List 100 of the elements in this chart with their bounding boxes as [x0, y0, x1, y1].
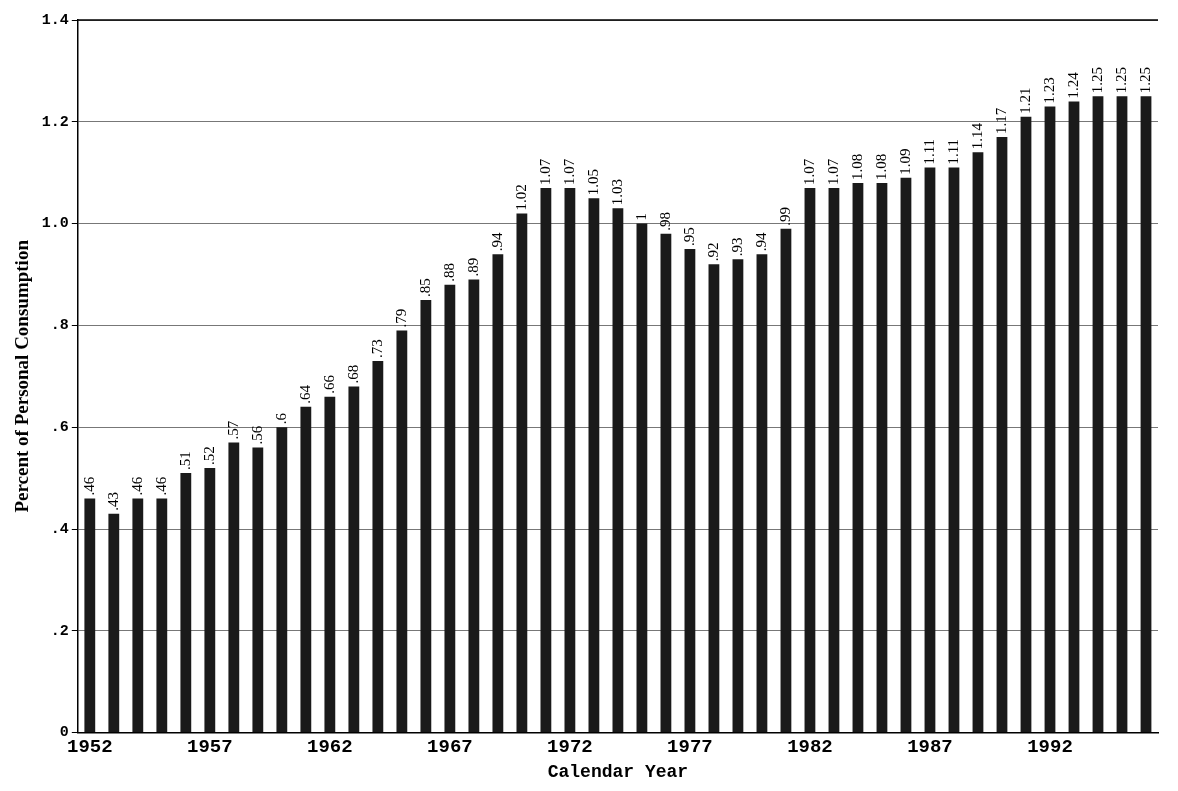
bar — [804, 187, 816, 733]
data-label: 1.05 — [584, 168, 601, 196]
data-label: .6 — [272, 412, 289, 425]
bar — [1020, 116, 1032, 733]
bar — [684, 249, 696, 733]
data-label: 1.23 — [1040, 77, 1057, 104]
bar — [756, 254, 768, 733]
bar — [444, 284, 456, 733]
data-label: .56 — [248, 425, 265, 445]
bar — [1116, 96, 1128, 733]
bar — [492, 254, 504, 733]
bar — [636, 223, 648, 733]
bar — [732, 259, 744, 733]
y-tick-label: .4 — [50, 520, 69, 538]
bar — [1140, 96, 1152, 733]
bar — [348, 386, 360, 733]
data-label: .92 — [704, 242, 721, 262]
data-label: .68 — [344, 364, 361, 384]
y-tick-label: 1.0 — [41, 215, 69, 233]
bar — [300, 406, 312, 733]
y-axis-title: Percent of Personal Consumption — [11, 239, 33, 513]
bar — [588, 198, 600, 733]
bar — [972, 152, 984, 733]
bar — [540, 187, 552, 733]
data-label: 1.17 — [992, 107, 1009, 135]
data-label: 1.09 — [896, 148, 913, 175]
data-label: .89 — [464, 257, 481, 277]
bar — [852, 182, 864, 733]
data-label: 1.21 — [1016, 87, 1033, 114]
bar — [564, 187, 576, 733]
bar — [1092, 96, 1104, 733]
bar — [132, 498, 144, 733]
x-tick-label: 1992 — [1027, 735, 1073, 758]
data-label: .66 — [320, 374, 337, 394]
bar — [876, 182, 888, 733]
bar — [708, 264, 720, 733]
data-label: 1.25 — [1136, 67, 1153, 94]
data-label: .94 — [752, 231, 769, 252]
data-label: 1.24 — [1064, 71, 1081, 99]
data-label: 1.14 — [968, 122, 985, 150]
bar — [468, 279, 480, 733]
data-label: 1.03 — [608, 179, 625, 206]
bar — [396, 330, 408, 733]
bar — [828, 187, 840, 733]
data-label: .52 — [200, 446, 217, 465]
data-label: .99 — [776, 206, 793, 226]
bar — [780, 228, 792, 733]
data-label: 1.02 — [512, 184, 529, 211]
data-label: 1.11 — [944, 138, 961, 165]
data-label: .85 — [416, 278, 433, 297]
data-label: 1.08 — [848, 153, 865, 180]
bar — [228, 442, 240, 733]
data-label: 1.07 — [560, 158, 577, 185]
bar — [516, 213, 528, 733]
data-label: .95 — [680, 227, 697, 247]
data-label: 1.25 — [1112, 67, 1129, 94]
data-label: .46 — [128, 476, 145, 496]
y-tick-label: 1.4 — [41, 11, 69, 29]
bar — [660, 233, 672, 733]
data-label: 1.25 — [1088, 67, 1105, 94]
bar — [156, 498, 168, 733]
data-label: .64 — [296, 384, 313, 404]
data-label: .73 — [368, 339, 385, 359]
y-tick-label: .8 — [50, 317, 69, 335]
data-label: 1.07 — [800, 158, 817, 185]
data-label: 1.11 — [920, 138, 937, 165]
bar — [252, 447, 264, 733]
data-label: .79 — [392, 308, 409, 328]
data-label: 1.07 — [536, 158, 553, 185]
data-label: .51 — [176, 451, 193, 471]
y-tick-label: .2 — [50, 622, 69, 640]
x-axis-title: Calendar Year — [547, 761, 689, 782]
data-label: 1.08 — [872, 153, 889, 180]
bar — [204, 467, 216, 733]
bar — [372, 361, 384, 733]
y-tick-label: 0 — [59, 724, 69, 742]
bar — [924, 167, 936, 733]
y-tick-label: 1.2 — [41, 113, 69, 131]
bar — [324, 396, 336, 733]
bar — [84, 498, 96, 733]
data-label: .43 — [104, 491, 121, 511]
data-label: 1 — [632, 213, 649, 221]
bar — [996, 137, 1008, 733]
x-tick-label: 1982 — [787, 735, 833, 758]
bar — [276, 427, 288, 733]
x-tick-label: 1952 — [67, 735, 113, 758]
x-tick-label: 1957 — [187, 735, 233, 758]
data-label: .88 — [440, 262, 457, 282]
bar — [108, 513, 120, 733]
data-label: .46 — [80, 476, 97, 496]
bar — [612, 208, 624, 733]
data-label: .93 — [728, 237, 745, 257]
data-label: .94 — [488, 231, 505, 252]
data-label: .98 — [656, 212, 673, 231]
x-tick-label: 1987 — [907, 735, 953, 758]
x-tick-label: 1977 — [667, 735, 713, 758]
data-label: .46 — [152, 476, 169, 496]
bar — [948, 167, 960, 733]
bar — [180, 473, 192, 733]
data-label: .57 — [224, 420, 241, 440]
